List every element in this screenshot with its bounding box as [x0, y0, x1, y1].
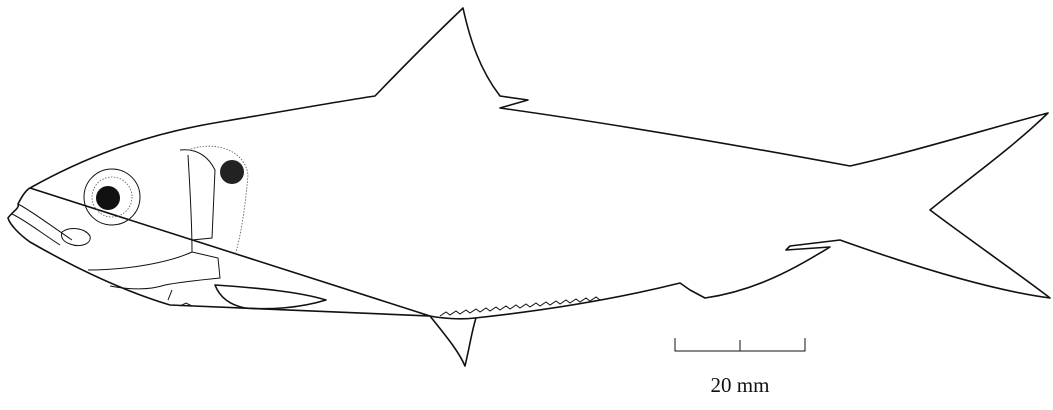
scale-bar-line — [675, 338, 805, 351]
page: 20 mm (() => { const data = JSON.parse(d… — [0, 0, 1053, 410]
scale-bar: 20 mm — [675, 338, 805, 397]
illustration: 20 mm — [0, 0, 1053, 410]
scale-bar-label: 20 mm — [711, 373, 770, 397]
dark-spot — [220, 160, 244, 184]
maxilla — [61, 229, 90, 246]
fish — [8, 8, 1050, 366]
fish-outline — [8, 8, 1050, 366]
pectoral-fin — [215, 285, 326, 309]
pupil — [96, 186, 120, 210]
belly-scutes — [180, 297, 600, 316]
